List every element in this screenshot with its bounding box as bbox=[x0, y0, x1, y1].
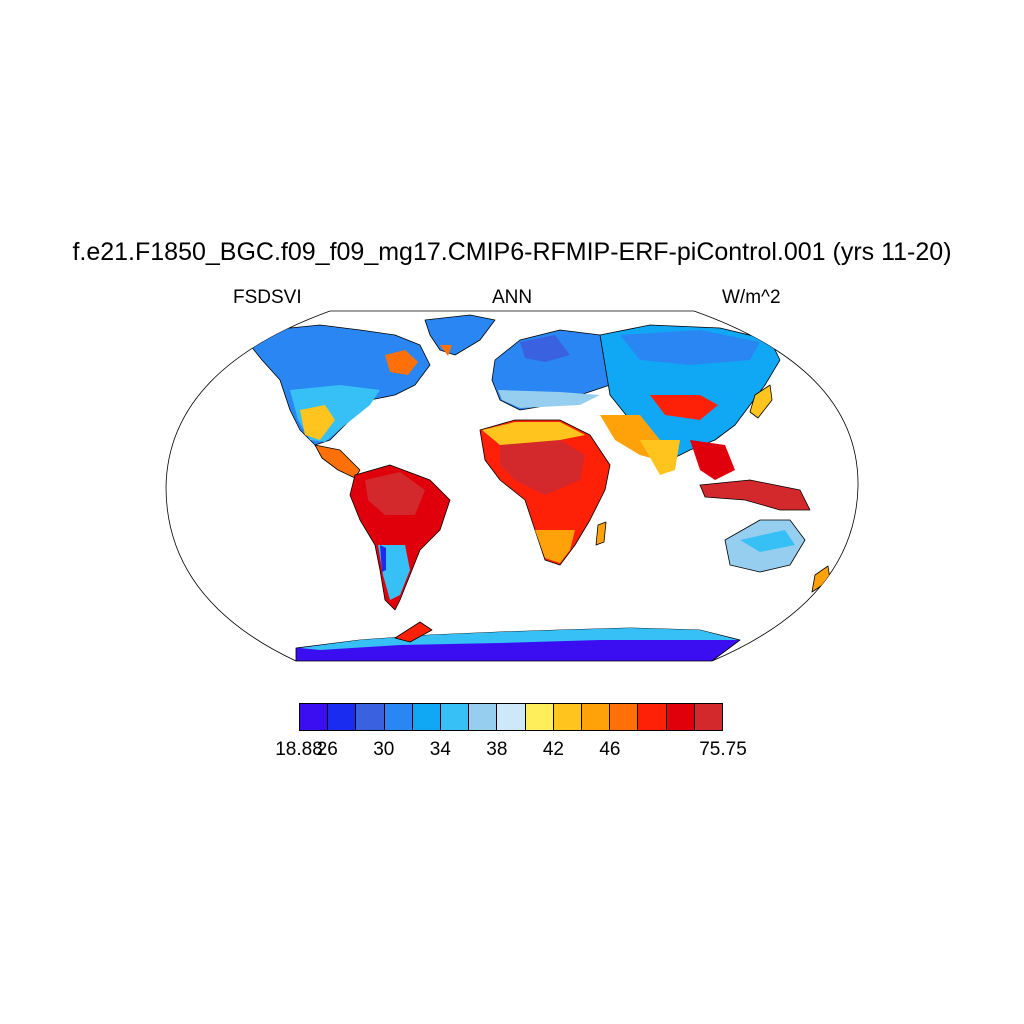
colorbar-tick-label: 34 bbox=[429, 739, 451, 760]
colorbar-box bbox=[582, 704, 611, 730]
colorbar-box bbox=[441, 704, 470, 730]
colorbar-box bbox=[553, 704, 583, 730]
japan bbox=[749, 384, 773, 419]
colorbar-box bbox=[497, 704, 526, 730]
siberia bbox=[620, 330, 760, 365]
greenland-south bbox=[440, 345, 452, 356]
colorbar-tick-label: 30 bbox=[373, 739, 395, 760]
colorbar-box bbox=[356, 704, 385, 730]
colorbar-tick-label: 38 bbox=[486, 739, 508, 760]
mediterranean-band bbox=[498, 390, 600, 408]
colorbar-box bbox=[328, 704, 357, 730]
indonesia bbox=[699, 479, 811, 511]
colorbar-tick-label: 46 bbox=[599, 739, 621, 760]
india bbox=[640, 440, 680, 475]
colorbar-tick-label: 18.88 bbox=[275, 739, 323, 760]
colorbar-box bbox=[694, 704, 723, 730]
se-asia bbox=[690, 440, 735, 480]
colorbar-box bbox=[525, 704, 554, 730]
colorbar-box bbox=[300, 704, 329, 730]
units-label: W/m^2 bbox=[722, 287, 781, 308]
hudson-area bbox=[385, 350, 418, 375]
north-america-hot bbox=[300, 405, 335, 440]
colorbar-tick-label: 42 bbox=[542, 739, 564, 760]
colorbar-tick-label: 26 bbox=[316, 739, 338, 760]
south-america-center bbox=[365, 472, 425, 515]
colorbar-box bbox=[610, 704, 639, 730]
colorbar-box bbox=[638, 704, 667, 730]
antarctic-peninsula bbox=[394, 621, 433, 643]
scandinavia bbox=[520, 335, 570, 362]
colorbar-box bbox=[666, 704, 695, 730]
antarctica-coast bbox=[300, 628, 738, 650]
andes bbox=[380, 545, 386, 572]
colorbar bbox=[299, 703, 723, 731]
variable-label: FSDSVI bbox=[233, 287, 302, 308]
season-label: ANN bbox=[491, 287, 533, 308]
north-africa bbox=[482, 422, 585, 445]
madagascar bbox=[595, 521, 607, 546]
south-africa bbox=[535, 530, 575, 563]
colorbar-box bbox=[384, 704, 413, 730]
colorbar-box bbox=[469, 704, 498, 730]
tibet bbox=[650, 395, 718, 420]
map-title: f.e21.F1850_BGC.f09_f09_mg17.CMIP6-RFMIP… bbox=[72, 238, 952, 266]
colorbar-box bbox=[412, 704, 442, 730]
colorbar-tick-label: 75.75 bbox=[699, 739, 747, 760]
australia-north bbox=[740, 530, 795, 552]
sahara bbox=[500, 440, 585, 495]
